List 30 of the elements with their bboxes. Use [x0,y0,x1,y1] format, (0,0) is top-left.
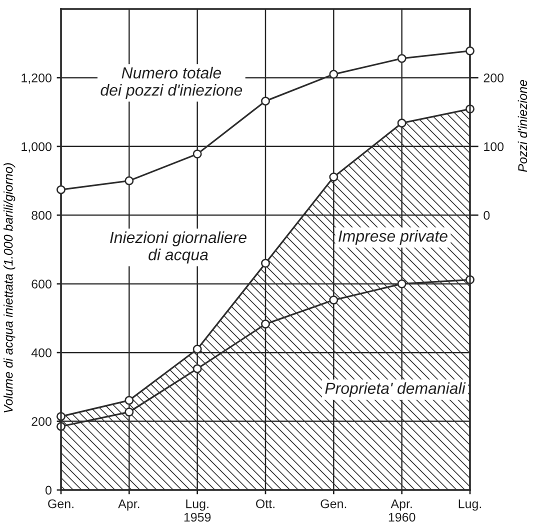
series-label: Proprieta' demaniali [325,382,466,398]
y2-tick-label: 200 [484,74,504,82]
y-tick-label: 1,000 [22,142,52,153]
series-label: Imprese private [338,230,448,245]
point [192,149,202,158]
y-tick-label: 600 [32,280,52,289]
x-tick-label: Gen. [48,499,74,508]
y2-tick-label: 0 [484,210,490,220]
y-tick-label: 800 [32,210,52,220]
y-tick-label: 1,200 [22,74,52,84]
point [56,185,66,194]
x-tick-label: Apr. [118,499,140,511]
x-tick-label: Apr. 1960 [388,499,416,522]
y-tick-label: 0 [46,486,52,495]
x-tick-label: Gen. [320,499,346,508]
point [397,54,406,63]
y-tick-label: 400 [31,348,52,358]
annotation: Iniezioni giornaliere di acqua [110,231,246,264]
point [260,96,270,106]
x-tick-label: Lug. 1959 [184,499,211,522]
y-axis-title: Volume di acqua iniettata (1.000 barili/giorno) [4,163,16,412]
x-tick-label: Ott. [256,499,274,508]
series-label: Numero totale dei pozzi d'iniezione [100,66,242,99]
y-tick-label: 200 [32,417,52,426]
point [329,70,338,79]
point [124,176,134,186]
x-tick-label: Lug. [458,499,482,511]
y2-tick-label: 100 [484,142,504,152]
y2-axis-title: Pozzi d'iniezione [518,80,528,172]
point [465,46,475,56]
